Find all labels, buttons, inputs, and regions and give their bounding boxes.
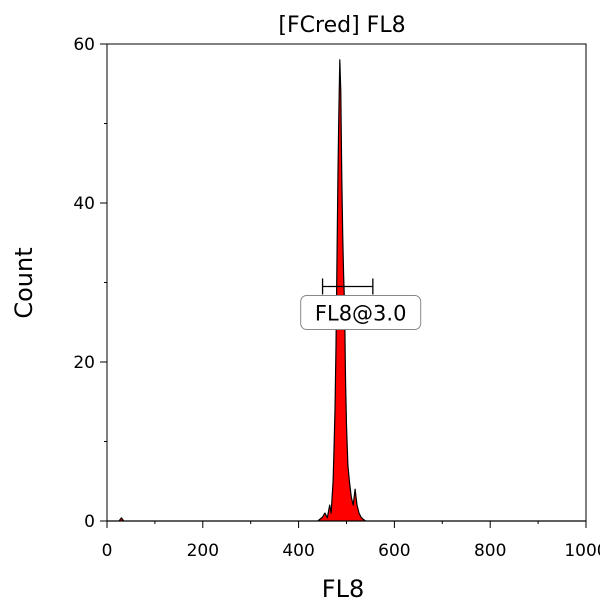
histogram-series-0: [106, 59, 587, 522]
x-tick-label: 200: [187, 541, 219, 561]
gate-label: FL8@3.0: [315, 301, 407, 325]
y-tick-label: 0: [84, 512, 95, 532]
x-tick-label: 800: [474, 541, 506, 561]
x-tick-label: 600: [378, 541, 410, 561]
y-tick-label: 60: [73, 35, 95, 55]
y-axis-label: Count: [10, 247, 38, 318]
chart-title: [FCred] FL8: [278, 13, 405, 38]
y-tick-label: 20: [73, 353, 95, 373]
x-tick-label: 400: [282, 541, 314, 561]
x-tick-label: 0: [102, 541, 113, 561]
y-tick-label: 40: [73, 194, 95, 214]
x-axis-label: FL8: [322, 575, 364, 603]
gate-label-box: [300, 294, 422, 330]
